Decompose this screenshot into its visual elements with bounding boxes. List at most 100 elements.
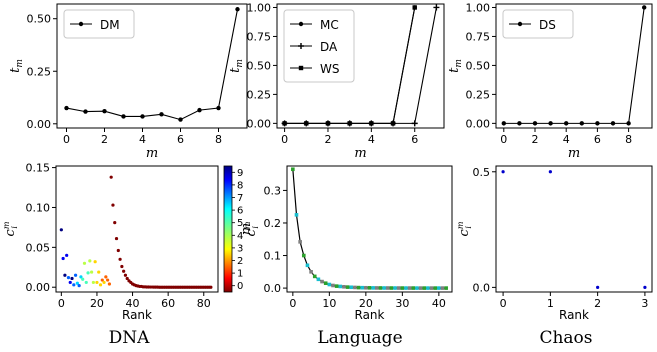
- caption-language: Language: [317, 328, 402, 348]
- chaos-ytick-label: 0.5: [473, 166, 491, 179]
- dna-xtick-label: 20: [90, 297, 104, 310]
- mc-ytick-label: 0.75: [247, 30, 272, 43]
- dna-point: [109, 175, 113, 179]
- dna-xtick-label: 80: [197, 297, 211, 310]
- panel-language-chart: 0 10 20 30 40 0.0 0.1 0.2 0.3 Rank cmi: [243, 165, 453, 322]
- dna-point: [97, 270, 101, 274]
- ds-xtick-label: 8: [625, 133, 632, 146]
- ds-xtick-label: 4: [563, 133, 570, 146]
- language-point: [407, 286, 412, 290]
- ds-point-DS: [610, 121, 616, 126]
- dna-colorbar-tick-label: 6: [237, 206, 243, 217]
- dm-ytick-label: 0.25: [27, 65, 52, 78]
- dna-point: [84, 280, 88, 285]
- dna-ytick-label: 0.05: [26, 241, 51, 254]
- mc-xtick-label: 2: [324, 133, 331, 146]
- dm-xlabel: m: [146, 146, 158, 161]
- dna-colorbar-tick-label: 0: [237, 281, 243, 292]
- dm-ylabel: tm: [8, 59, 25, 73]
- dm-axes-frame: [56, 3, 248, 129]
- dna-colorbar-tick-label: 3: [237, 243, 243, 254]
- language-point: [331, 283, 335, 288]
- language-point: [305, 263, 310, 268]
- language-ytick-label: 0.1: [264, 250, 282, 263]
- panel-chaos-chart: 0 1 2 3 0.0 0.5 Rank cmi: [456, 165, 653, 322]
- dm-point-DM: [83, 109, 88, 114]
- dna-xtick-label: 40: [126, 297, 140, 310]
- chaos-point: [501, 170, 505, 174]
- dm-ytick-label: 0.50: [27, 13, 52, 26]
- dna-point: [72, 283, 76, 287]
- chaos-xlabel: Rank: [559, 308, 589, 322]
- chaos-point: [596, 285, 600, 289]
- chaos-axes-frame: [495, 165, 653, 293]
- dm-xtick-label: 2: [101, 133, 108, 146]
- dm-point-DM: [178, 117, 183, 122]
- dm-point-DM: [64, 105, 69, 111]
- ds-xtick-label: 0: [500, 133, 507, 146]
- dna-point: [61, 256, 65, 261]
- language-point: [404, 286, 408, 290]
- language-point: [360, 285, 364, 290]
- ds-point-DS: [579, 121, 584, 126]
- mc-ylabel: tm: [228, 59, 245, 73]
- dna-xlabel: Rank: [122, 308, 152, 322]
- dna-xtick-label: 0: [58, 297, 65, 310]
- ds-legend-label-DS: DS: [539, 18, 556, 32]
- panel-dm-chart: 0 2 4 6 8 0.00 0.25 0.50 DM m tm: [8, 3, 248, 161]
- caption-chaos: Chaos: [539, 328, 592, 348]
- dm-legend-box: [63, 9, 135, 39]
- dna-colorbar-tick-label: 1: [237, 269, 243, 280]
- mc-point-DA: [411, 120, 418, 127]
- language-point: [316, 277, 321, 282]
- language-point: [327, 282, 332, 287]
- ds-ylabel: tm: [447, 59, 464, 73]
- dna-point: [79, 275, 83, 279]
- mc-legend-marker-MC: [298, 21, 304, 27]
- language-ytick-label: 0.3: [264, 184, 282, 197]
- language-point: [353, 285, 357, 290]
- dna-point: [86, 271, 90, 275]
- dna-point: [63, 273, 67, 277]
- dna-point: [120, 264, 124, 269]
- mc-point-WS: [304, 121, 309, 126]
- dm-point-DM: [197, 107, 202, 113]
- language-point: [382, 286, 386, 290]
- dna-point: [93, 260, 97, 264]
- dm-legend-label-DM: DM: [100, 18, 120, 32]
- language-point: [345, 285, 350, 289]
- language-point: [426, 286, 430, 290]
- language-xtick-label: 30: [395, 297, 409, 310]
- dna-point: [104, 275, 108, 279]
- dna-point: [68, 280, 72, 285]
- dna-point: [114, 236, 119, 241]
- dna-ytick-label: 0.15: [26, 162, 51, 175]
- mc-point-DA: [433, 4, 440, 11]
- ds-point-DS: [501, 121, 506, 126]
- ds-ytick-label: 0.00: [466, 117, 491, 130]
- dna-axes-frame: [55, 165, 219, 293]
- dna-point: [90, 270, 94, 274]
- caption-dna: DNA: [109, 328, 151, 348]
- mc-xtick-label: 6: [411, 133, 418, 146]
- dm-ytick-label: 0.00: [27, 118, 52, 131]
- dna-colorbar-label: m: [239, 223, 254, 235]
- mc-point-WS: [369, 121, 374, 126]
- panel-dna-chart: 0 20 40 60 800.000.050.100.15Rankcmi01234567…: [2, 162, 254, 322]
- language-point: [415, 286, 419, 290]
- dna-point: [75, 281, 79, 285]
- ds-xtick-label: 2: [532, 133, 539, 146]
- ds-xtick-label: 6: [594, 133, 601, 146]
- chaos-ylabel: cmi: [456, 221, 473, 236]
- language-point: [440, 286, 445, 290]
- language-point: [291, 167, 295, 172]
- dna-point: [77, 284, 81, 288]
- language-point: [429, 286, 434, 290]
- dna-point: [111, 203, 115, 207]
- chaos-ytick-label: 0.0: [473, 281, 491, 294]
- dm-xtick-label: 0: [63, 133, 70, 146]
- language-point: [301, 253, 306, 258]
- dna-colorbar-tick-label: 5: [237, 218, 243, 229]
- language-xlabel: Rank: [355, 308, 385, 322]
